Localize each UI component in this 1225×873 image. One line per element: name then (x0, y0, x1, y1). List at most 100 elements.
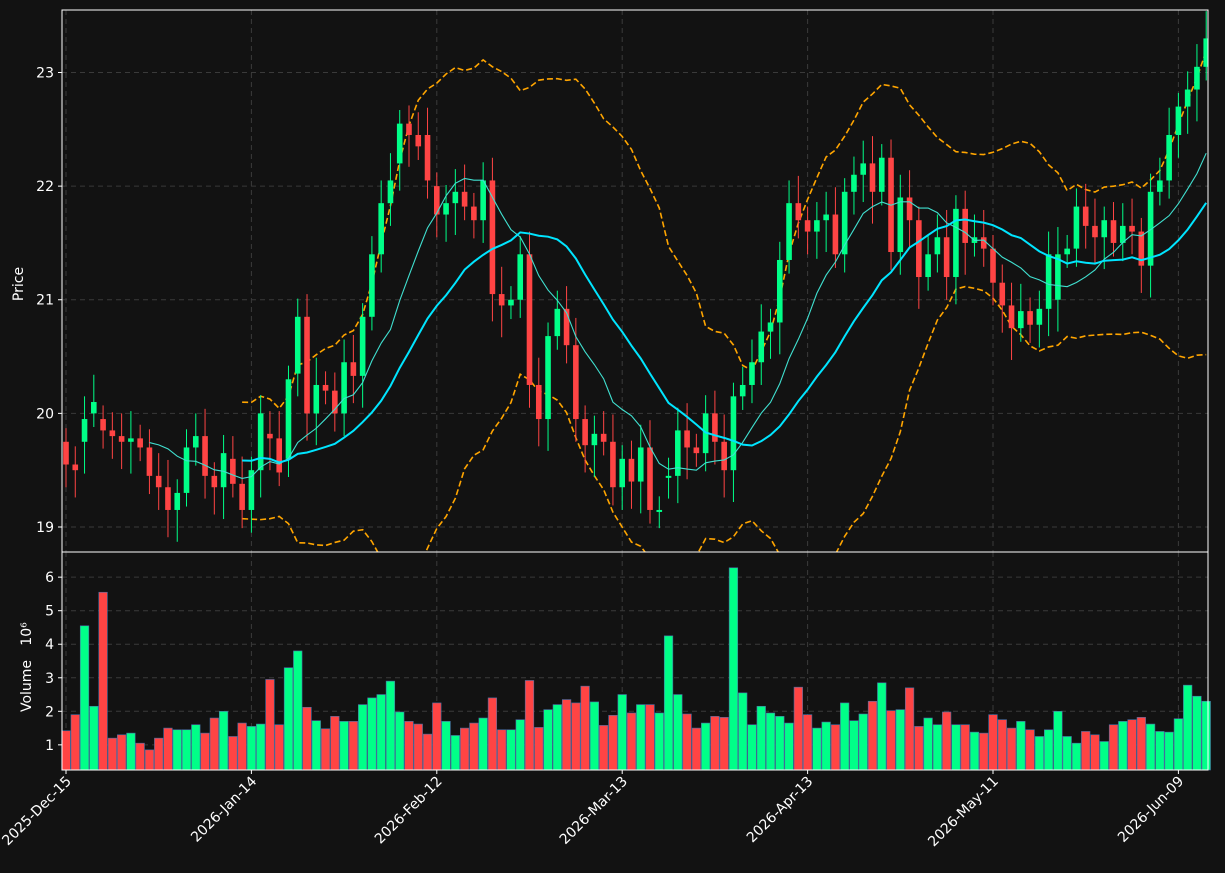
candle-body (795, 203, 802, 221)
volume-bar (914, 726, 924, 771)
volume-bar (1053, 711, 1063, 771)
candle-body (341, 362, 347, 414)
volume-bar (1183, 684, 1193, 771)
volume-bar (1164, 731, 1174, 771)
candle-body (665, 475, 672, 478)
volume-bar (348, 721, 358, 771)
candle-body (109, 430, 116, 437)
price-candles (63, 11, 1208, 542)
candle-body (1129, 225, 1135, 232)
volume-bar (608, 715, 618, 771)
candle-body (1064, 248, 1070, 255)
candle-body (814, 220, 820, 232)
volume-bar (89, 705, 99, 771)
candle-body (257, 413, 264, 471)
volume-bar (256, 723, 266, 771)
volume-bar (524, 680, 535, 771)
volume-bar (691, 727, 701, 771)
volume-bar (701, 722, 711, 771)
candle-body (165, 487, 171, 510)
volume-bar (858, 713, 868, 771)
volume-bar (997, 719, 1007, 771)
volume-bar (320, 728, 331, 771)
volume-bar (246, 726, 257, 771)
candle-body (294, 316, 301, 374)
volume-bar (135, 742, 145, 771)
volume-bar (460, 727, 470, 771)
volume-bar (469, 722, 479, 771)
candle-body (267, 433, 273, 439)
volume-bar (283, 667, 294, 771)
volume-bar (534, 727, 544, 771)
volume-bar (367, 697, 377, 771)
candle-body (322, 384, 329, 391)
candle-body (424, 134, 431, 181)
candle-body (749, 362, 755, 385)
moving-averages (149, 152, 1208, 479)
candle-body (786, 203, 792, 260)
candle-body (860, 163, 867, 175)
volume-bar (1099, 741, 1109, 771)
candle-body (934, 237, 941, 255)
candle-body (81, 419, 88, 442)
candle-body (582, 419, 588, 446)
volume-bar (497, 729, 507, 771)
volume-bar (200, 732, 210, 771)
volume-bar (552, 704, 562, 771)
volume-bar (775, 716, 785, 771)
candle-body (832, 214, 839, 255)
candle-body (767, 322, 774, 332)
candle-body (804, 220, 811, 232)
volume-bar (719, 717, 729, 771)
candle-body (953, 208, 959, 278)
candle-body (489, 180, 496, 295)
volume-bars (61, 567, 1211, 771)
volume-exponent-label: 10⁶ (19, 622, 35, 646)
volume-bar (450, 735, 460, 771)
candle-body (628, 458, 635, 482)
volume-bar (1006, 727, 1017, 771)
volume-bar (682, 713, 692, 771)
price-bands (242, 50, 1207, 552)
candle-body (776, 259, 783, 323)
volume-bar (1108, 724, 1119, 771)
candle-body (192, 436, 199, 448)
volume-bar (1016, 721, 1026, 771)
volume-bar (932, 724, 942, 771)
candle-body (461, 191, 468, 207)
candle-body (610, 441, 616, 488)
candle-body (990, 248, 996, 283)
candle-body (897, 197, 904, 253)
volume-bar (98, 591, 108, 771)
volume-bar (793, 686, 803, 771)
candle-body (925, 254, 931, 278)
candle-body (637, 447, 644, 482)
candle-body (573, 345, 579, 420)
volume-bar (617, 694, 627, 771)
candle-body (851, 174, 857, 192)
volume-bar (969, 731, 980, 771)
volume-bar (765, 712, 776, 771)
volume-bar (126, 732, 136, 771)
candle-body (878, 157, 885, 192)
volume-bar (432, 702, 442, 771)
candle-body (1110, 220, 1117, 243)
volume-bar (70, 714, 80, 771)
volume-bar (265, 679, 275, 771)
volume-bar (293, 650, 303, 771)
candle-body (906, 197, 913, 221)
candle-body (563, 308, 570, 346)
candle-body (183, 447, 190, 493)
volume-bar (543, 709, 553, 771)
upper-band (242, 50, 1207, 410)
price-ytick-label: 22 (36, 179, 54, 195)
volume-bar (515, 719, 525, 771)
candle-body (415, 134, 422, 147)
candle-body (1157, 180, 1163, 192)
candle-body (276, 438, 283, 473)
candle-body (313, 384, 320, 414)
volume-bar (710, 716, 720, 771)
volume-bar (358, 704, 368, 771)
candle-body (1184, 89, 1191, 107)
candle-body (1055, 254, 1061, 300)
